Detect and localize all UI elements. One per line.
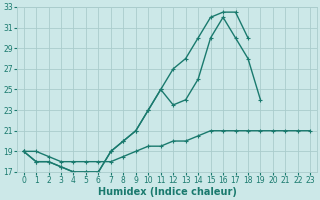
- X-axis label: Humidex (Indice chaleur): Humidex (Indice chaleur): [98, 187, 236, 197]
